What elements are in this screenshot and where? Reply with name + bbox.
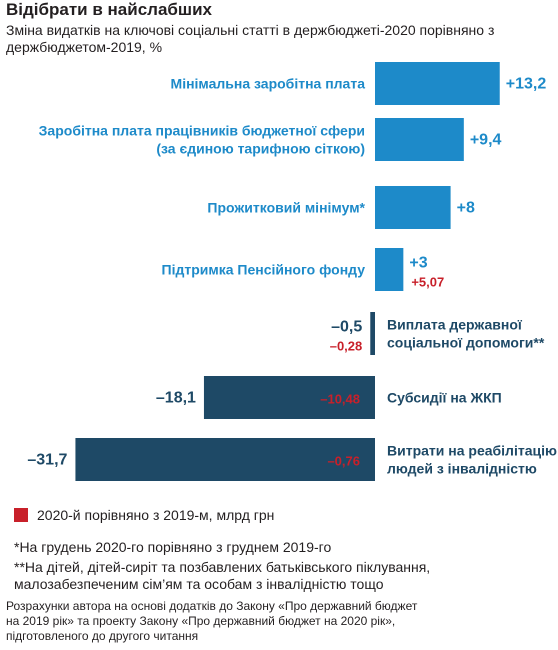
category-label-line: Заробітна плата працівників бюджетної сф… <box>39 123 365 139</box>
category-label-line: Прожитковий мінімум* <box>207 200 365 216</box>
category-label-0: Мінімальна заробітна плата <box>171 76 366 92</box>
secondary-value-label-5: –10,48 <box>320 392 360 407</box>
bar-chart: +13,2 Мінімальна заробітна плата +9,4 Зароб… <box>27 62 557 481</box>
footnote-2: **На дітей, дітей-сиріт та позбавлених б… <box>14 559 534 593</box>
bar-5 <box>203 376 375 419</box>
category-label-line: Витрати на реабілітацію <box>387 443 557 459</box>
footnote-1: *На грудень 2020-го порівняно з груднем … <box>14 539 332 555</box>
value-label-4: –0,5 <box>331 319 362 336</box>
category-label-line: Підтримка Пенсійного фонду <box>162 262 366 278</box>
category-label-1: Заробітна плата працівників бюджетної сф… <box>39 123 365 157</box>
bar-0 <box>375 62 500 105</box>
category-label-line: Виплата державної <box>387 317 523 333</box>
secondary-value-label-6: –0,76 <box>327 454 360 469</box>
source-line-3: підготовленого до другого читання <box>6 629 199 643</box>
category-label-6: Витрати на реабілітацію людей з інвалідні… <box>387 443 557 477</box>
source-note: Розрахунки автора на основі додатків до … <box>6 599 526 644</box>
source-line-2: на 2019 рік» та проекту Закону «Про держ… <box>6 614 396 628</box>
footnote-2-line-2: малозабезпеченим сім’ям та особам з інва… <box>14 576 384 592</box>
bar-1 <box>375 118 464 161</box>
legend: 2020-й порівняно з 2019-м, млрд грн <box>14 507 274 523</box>
legend-swatch-red <box>14 508 28 522</box>
category-label-line: людей з інвалідністю <box>387 461 537 477</box>
category-label-line: Мінімальна заробітна плата <box>171 76 366 92</box>
value-label-2: +8 <box>457 200 475 217</box>
bar-3 <box>375 248 404 291</box>
chart-subtitle: Зміна видатків на ключові соціальні стат… <box>6 22 495 55</box>
category-label-5: Субсидії на ЖКП <box>387 390 502 406</box>
category-label-4: Виплата державної соціальної допомоги** <box>387 317 545 351</box>
value-label-0: +13,2 <box>506 76 547 93</box>
secondary-value-label-4: –0,28 <box>330 339 363 354</box>
value-label-3: +3 <box>409 255 427 272</box>
secondary-value-label-3: +5,07 <box>411 275 444 290</box>
legend-label: 2020-й порівняно з 2019-м, млрд грн <box>37 507 275 523</box>
category-label-line: Субсидії на ЖКП <box>387 390 502 406</box>
bar-6 <box>75 438 375 481</box>
value-label-1: +9,4 <box>470 132 502 149</box>
category-label-line: (за єдиною тарифною сіткою) <box>156 141 365 157</box>
bar-4 <box>370 312 375 355</box>
category-label-line: соціальної допомоги** <box>387 335 545 351</box>
source-line-1: Розрахунки автора на основі додатків до … <box>6 599 418 613</box>
category-label-2: Прожитковий мінімум* <box>207 200 365 216</box>
footnote-2-line-1: **На дітей, дітей-сиріт та позбавлених б… <box>14 559 431 575</box>
value-label-6: –31,7 <box>27 452 67 469</box>
category-label-3: Підтримка Пенсійного фонду <box>162 262 366 278</box>
bar-2 <box>375 186 451 229</box>
value-label-5: –18,1 <box>156 390 196 407</box>
chart-title: Відібрати в найслабших <box>6 0 212 19</box>
